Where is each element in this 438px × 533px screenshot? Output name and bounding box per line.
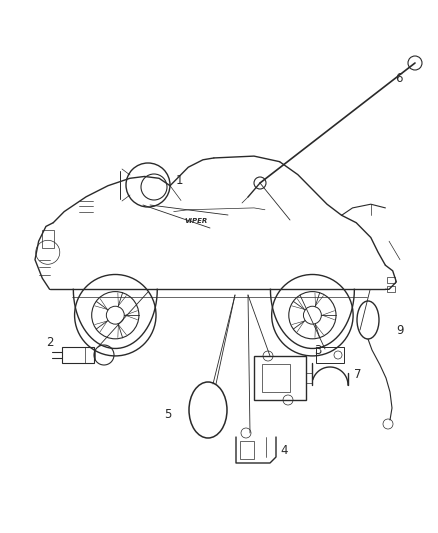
- Text: 5: 5: [164, 408, 171, 422]
- Text: VIPER: VIPER: [184, 217, 207, 224]
- Bar: [42, 230, 54, 248]
- Text: 7: 7: [354, 368, 361, 382]
- Bar: [262, 364, 290, 392]
- Bar: [240, 441, 254, 459]
- Bar: [387, 286, 395, 292]
- Text: 4: 4: [280, 443, 287, 456]
- Text: 1: 1: [176, 174, 184, 187]
- Bar: [387, 277, 395, 283]
- Bar: [254, 356, 306, 400]
- Text: 6: 6: [395, 71, 403, 85]
- Text: 3: 3: [314, 343, 321, 357]
- Text: 9: 9: [396, 324, 403, 336]
- Bar: [316, 347, 344, 363]
- Text: 2: 2: [46, 336, 53, 350]
- Bar: [62, 347, 94, 363]
